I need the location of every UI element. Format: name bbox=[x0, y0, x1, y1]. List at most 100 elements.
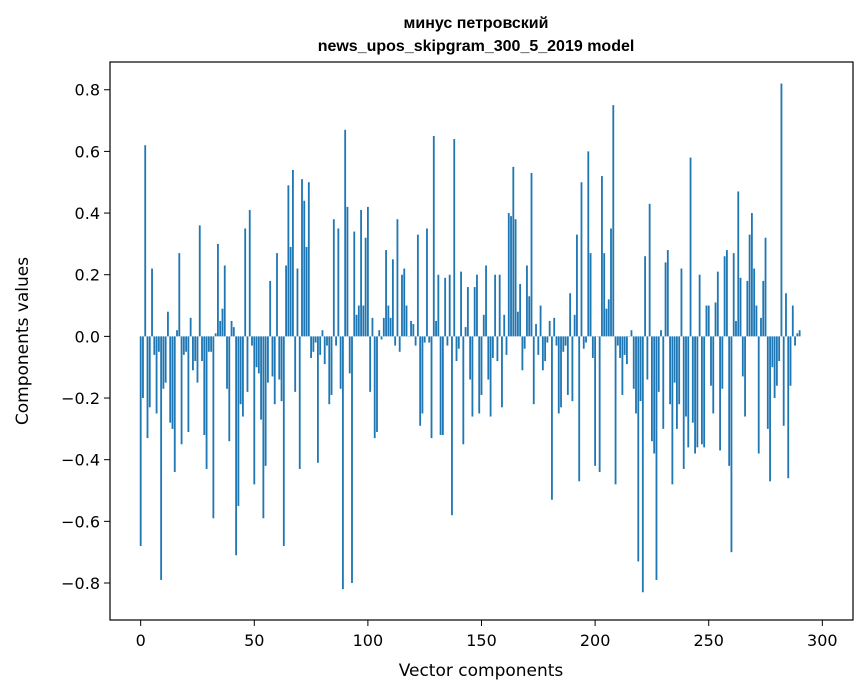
bar-9 bbox=[160, 336, 163, 580]
bar-37 bbox=[223, 265, 226, 337]
bar-52 bbox=[257, 336, 260, 374]
bar-152 bbox=[485, 265, 487, 337]
bar-281 bbox=[778, 336, 781, 362]
bar-238 bbox=[680, 268, 683, 337]
bar-63 bbox=[282, 336, 285, 547]
y-tick-label-1: −0.6 bbox=[61, 512, 100, 531]
x-axis-ticks: 0 50 100 150 200 250 300 bbox=[136, 620, 838, 650]
bar-163 bbox=[510, 216, 512, 337]
bar-119 bbox=[410, 320, 412, 337]
bar-157 bbox=[496, 336, 499, 362]
bar-111 bbox=[391, 259, 394, 337]
bar-259 bbox=[728, 336, 731, 466]
bar-100 bbox=[366, 206, 369, 337]
bar-106 bbox=[380, 336, 383, 340]
bar-287 bbox=[791, 305, 794, 337]
bar-278 bbox=[771, 336, 774, 368]
bar-58 bbox=[271, 336, 274, 377]
bar-117 bbox=[405, 305, 408, 337]
bar-27 bbox=[201, 336, 203, 362]
bar-243 bbox=[691, 336, 694, 423]
bar-175 bbox=[537, 336, 540, 355]
bar-170 bbox=[526, 265, 528, 337]
bar-194 bbox=[580, 182, 583, 337]
bar-144 bbox=[466, 287, 469, 337]
bar-266 bbox=[744, 336, 746, 417]
bar-129 bbox=[432, 135, 435, 337]
x-tick-label-3: 150 bbox=[466, 631, 497, 650]
bar-255 bbox=[719, 336, 721, 451]
bar-158 bbox=[498, 274, 501, 337]
bar-196 bbox=[585, 336, 587, 343]
bar-107 bbox=[382, 317, 385, 337]
y-tick-label-7: 0.6 bbox=[75, 142, 100, 161]
bar-254 bbox=[716, 271, 719, 337]
bar-24 bbox=[194, 336, 197, 362]
x-tick-label-4: 200 bbox=[580, 631, 611, 650]
bar-20 bbox=[185, 336, 188, 352]
bar-244 bbox=[694, 336, 696, 454]
bar-205 bbox=[605, 308, 608, 337]
chart-title-line-2: news_upos_skipgram_300_5_2019 model bbox=[318, 38, 635, 55]
bar-277 bbox=[769, 336, 771, 482]
bar-189 bbox=[569, 293, 572, 337]
bar-49 bbox=[251, 336, 253, 346]
bar-232 bbox=[666, 250, 669, 337]
bar-240 bbox=[685, 336, 687, 417]
bar-35 bbox=[219, 320, 222, 337]
bar-288 bbox=[794, 336, 796, 346]
bar-234 bbox=[671, 336, 674, 485]
bar-70 bbox=[298, 336, 301, 469]
bar-45 bbox=[242, 336, 244, 417]
bar-68 bbox=[294, 336, 297, 392]
bar-252 bbox=[712, 336, 715, 414]
x-tick-label-5: 250 bbox=[693, 631, 724, 650]
bar-153 bbox=[487, 336, 490, 380]
bar-38 bbox=[226, 336, 228, 389]
bar-282 bbox=[780, 83, 783, 337]
bar-82 bbox=[326, 336, 328, 346]
bar-19 bbox=[182, 336, 185, 355]
bar-190 bbox=[571, 336, 574, 402]
bar-138 bbox=[453, 139, 456, 337]
x-tick-label-6: 300 bbox=[807, 631, 838, 650]
x-tick-label-2: 100 bbox=[353, 631, 384, 650]
bar-206 bbox=[607, 299, 610, 337]
bar-217 bbox=[632, 336, 635, 389]
bar-172 bbox=[530, 172, 533, 337]
bar-191 bbox=[573, 314, 576, 337]
y-axis-label: Components values bbox=[13, 257, 33, 425]
bar-114 bbox=[398, 336, 401, 352]
bar-94 bbox=[353, 231, 356, 337]
bar-241 bbox=[687, 336, 690, 448]
bar-78 bbox=[316, 336, 319, 463]
bar-40 bbox=[230, 320, 233, 337]
bar-212 bbox=[621, 336, 624, 395]
bar-220 bbox=[639, 336, 642, 402]
bar-89 bbox=[341, 336, 344, 590]
bar-130 bbox=[435, 320, 437, 337]
bar-109 bbox=[387, 305, 390, 337]
bar-123 bbox=[419, 336, 422, 426]
bar-223 bbox=[646, 336, 649, 380]
bar-23 bbox=[192, 336, 194, 371]
bar-161 bbox=[505, 336, 508, 355]
bar-279 bbox=[773, 336, 776, 399]
bar-31 bbox=[210, 336, 213, 352]
bar-61 bbox=[278, 336, 281, 380]
bar-30 bbox=[207, 336, 210, 352]
bar-126 bbox=[426, 228, 428, 337]
bar-105 bbox=[378, 330, 381, 337]
bar-12 bbox=[167, 311, 169, 337]
bar-173 bbox=[532, 336, 535, 405]
bar-242 bbox=[689, 157, 692, 337]
bar-17 bbox=[178, 253, 181, 337]
bar-46 bbox=[244, 228, 247, 337]
bar-11 bbox=[164, 336, 167, 383]
bar-132 bbox=[439, 336, 442, 436]
bar-124 bbox=[421, 336, 424, 414]
bar-95 bbox=[355, 314, 358, 337]
bar-15 bbox=[173, 336, 176, 473]
bar-271 bbox=[755, 305, 758, 337]
